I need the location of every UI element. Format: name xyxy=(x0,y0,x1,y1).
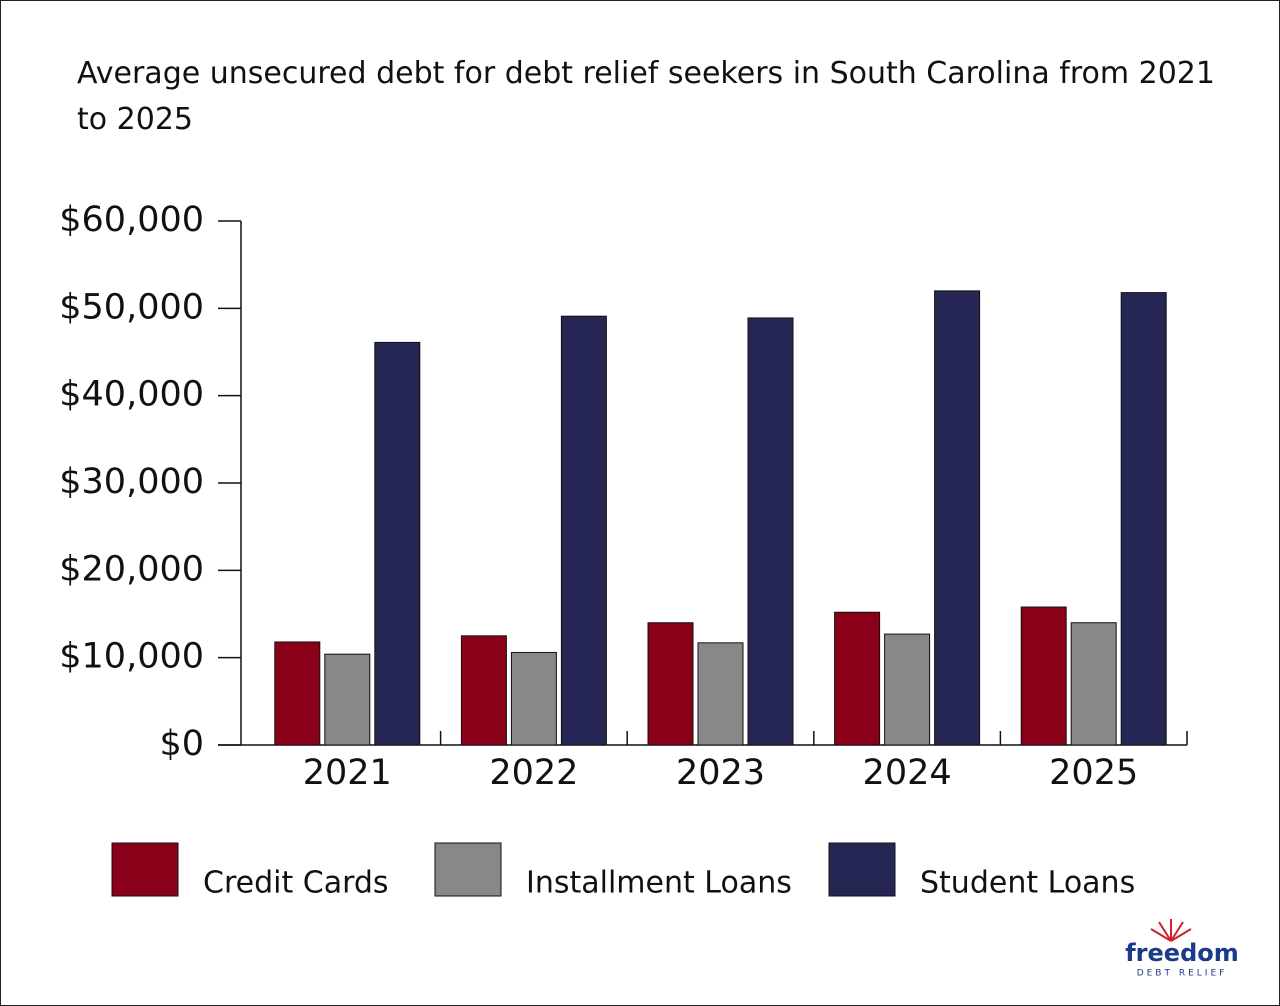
legend-label: Student Loans xyxy=(920,866,1135,901)
logo-tagline: DEBT RELIEF xyxy=(1137,969,1228,979)
logo-name: freedom xyxy=(1125,939,1239,967)
bar xyxy=(374,341,421,746)
bar xyxy=(934,290,981,746)
legend-swatch xyxy=(434,842,502,897)
y-tick-label: $40,000 xyxy=(59,375,204,415)
x-tick-label: 2023 xyxy=(676,753,765,793)
bar xyxy=(647,622,694,746)
bar xyxy=(834,611,881,746)
bar xyxy=(510,651,557,746)
bar xyxy=(884,633,931,746)
bar xyxy=(1070,622,1117,746)
bar xyxy=(1120,292,1167,746)
y-tick-label: $0 xyxy=(159,724,204,764)
bar xyxy=(1020,606,1067,746)
bar xyxy=(324,653,371,746)
y-tick-label: $20,000 xyxy=(59,549,204,589)
bar xyxy=(460,635,507,746)
y-tick-label: $10,000 xyxy=(59,637,204,677)
x-tick-label: 2021 xyxy=(303,753,392,793)
bar xyxy=(560,315,607,746)
logo: freedom DEBT RELIEF xyxy=(1125,919,1239,979)
legend-label: Installment Loans xyxy=(526,866,792,901)
x-tick-label: 2024 xyxy=(863,753,952,793)
legend-label: Credit Cards xyxy=(203,866,389,901)
y-tick-label: $50,000 xyxy=(59,287,204,327)
legend-swatch xyxy=(111,842,179,897)
bar xyxy=(697,642,744,746)
x-tick-label: 2022 xyxy=(489,753,578,793)
legend-swatch xyxy=(828,842,896,897)
bar xyxy=(747,317,794,746)
bar xyxy=(274,641,321,746)
x-tick-label: 2025 xyxy=(1049,753,1138,793)
logo-rays xyxy=(1150,919,1192,942)
y-tick-label: $60,000 xyxy=(59,200,204,240)
y-tick-label: $30,000 xyxy=(59,462,204,502)
chart-title: Average unsecured debt for debt relief s… xyxy=(77,56,1215,137)
